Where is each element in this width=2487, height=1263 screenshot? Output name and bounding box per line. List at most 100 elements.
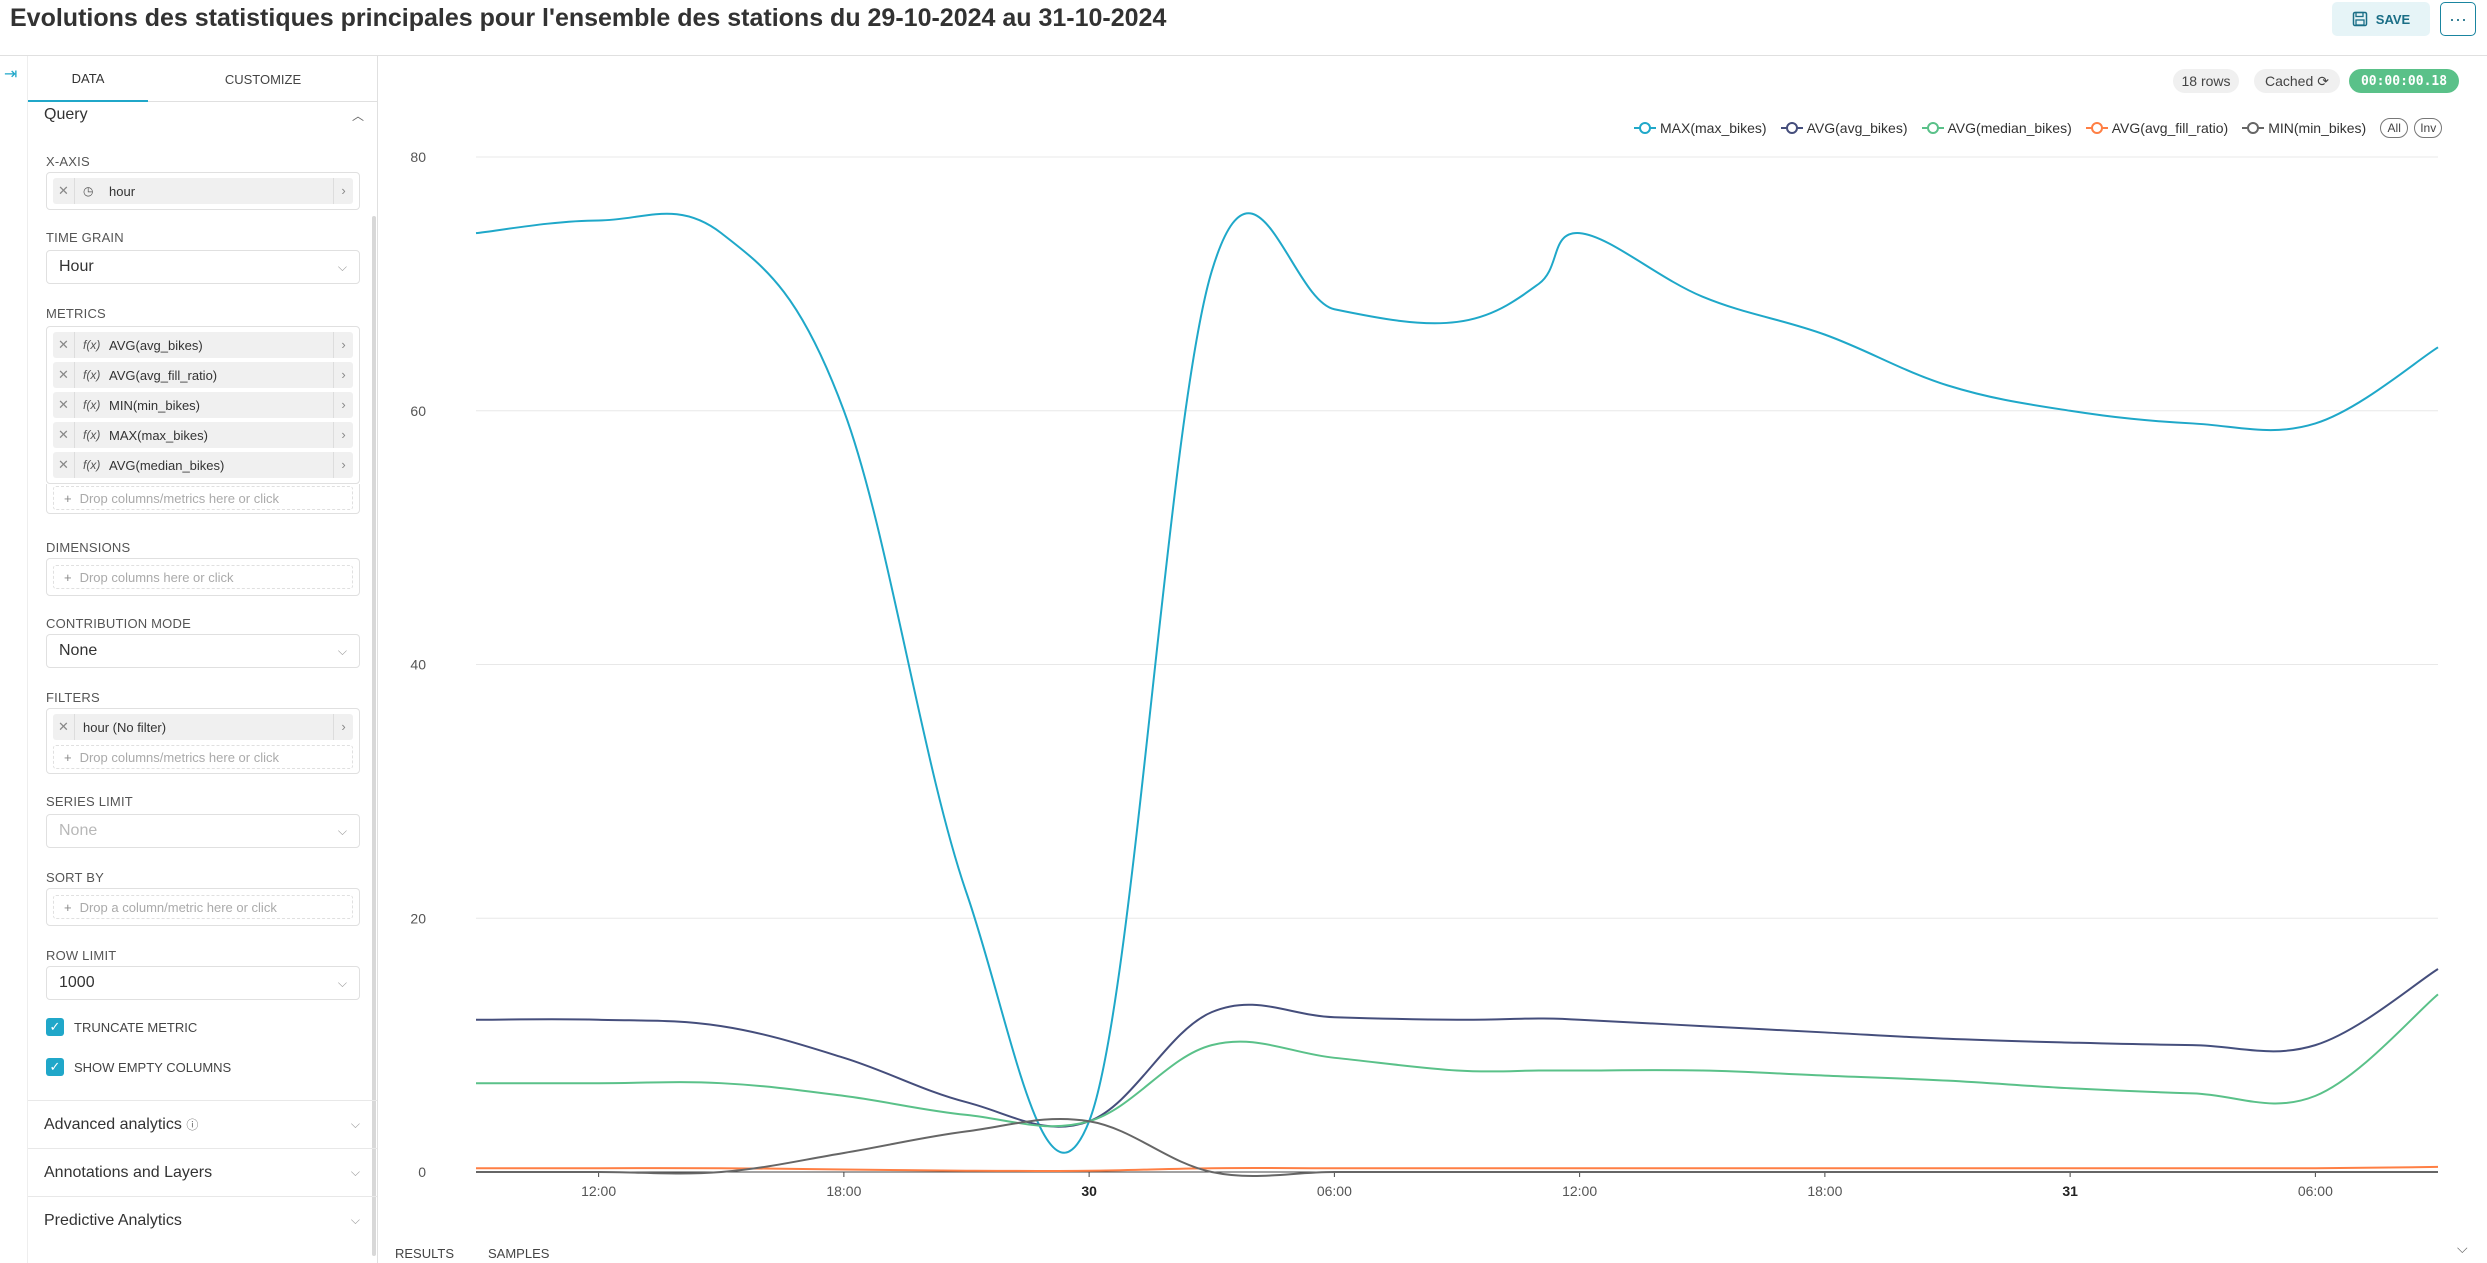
sidebar-scrollbar[interactable] bbox=[372, 216, 376, 1256]
chart-title: Evolutions des statistiques principales … bbox=[10, 4, 1167, 32]
y-tick-label: 80 bbox=[410, 149, 426, 165]
metrics-control: ✕ f(x) AVG(avg_bikes) › ✕ f(x) AVG(avg_f… bbox=[46, 326, 360, 484]
contribution-mode-select[interactable]: None ⌵ bbox=[46, 634, 360, 668]
chevron-down-icon: ⌵ bbox=[350, 1117, 360, 1131]
x-axis-value: hour bbox=[109, 183, 136, 199]
series-limit-select[interactable]: None ⌵ bbox=[46, 814, 360, 848]
metric-pill[interactable]: ✕ f(x) AVG(median_bikes) › bbox=[53, 452, 353, 478]
time-grain-label: TIME GRAIN bbox=[46, 230, 124, 245]
checkmark-icon: ✓ bbox=[46, 1058, 64, 1076]
x-axis-control: ✕ ◷ hour › bbox=[46, 172, 360, 210]
plus-icon: + bbox=[64, 749, 72, 765]
chevron-right-icon[interactable]: › bbox=[333, 392, 353, 418]
chevron-right-icon[interactable]: › bbox=[333, 332, 353, 358]
series-limit-label: SERIES LIMIT bbox=[46, 794, 133, 809]
collapse-rail: ⇥ bbox=[0, 56, 28, 1263]
x-tick-label: 31 bbox=[2062, 1183, 2078, 1196]
dimensions-drop-zone[interactable]: + Drop columns here or click bbox=[53, 565, 353, 589]
legend-item-avg-avg-fill-ratio[interactable]: AVG(avg_fill_ratio) bbox=[2085, 120, 2228, 136]
chevron-right-icon[interactable]: › bbox=[333, 714, 353, 740]
refresh-icon[interactable]: ⟳ bbox=[2317, 72, 2329, 89]
chevron-down-icon: ⌵ bbox=[337, 259, 347, 274]
remove-icon[interactable]: ✕ bbox=[53, 178, 75, 204]
tab-customize[interactable]: CUSTOMIZE bbox=[224, 71, 302, 87]
y-tick-label: 0 bbox=[418, 1164, 426, 1180]
collapse-sidebar-icon[interactable]: ⇥ bbox=[4, 66, 18, 83]
chevron-right-icon[interactable]: › bbox=[333, 178, 353, 204]
function-icon: f(x) bbox=[83, 338, 101, 352]
metric-pill[interactable]: ✕ f(x) AVG(avg_fill_ratio) › bbox=[53, 362, 353, 388]
checkmark-icon: ✓ bbox=[46, 1018, 64, 1036]
remove-icon[interactable]: ✕ bbox=[53, 392, 75, 418]
legend-invert-button[interactable]: Inv bbox=[2414, 118, 2443, 138]
legend-marker-icon bbox=[1921, 121, 1944, 135]
chart-legend: MAX(max_bikes) AVG(avg_bikes) AVG(median… bbox=[1634, 117, 2443, 139]
legend-select-all-button[interactable]: All bbox=[2380, 118, 2409, 138]
metric-name: AVG(avg_bikes) bbox=[109, 337, 203, 353]
filter-value: hour (No filter) bbox=[83, 719, 167, 735]
legend-item-avg-median-bikes[interactable]: AVG(median_bikes) bbox=[1921, 120, 2072, 136]
x-tick-label: 30 bbox=[1081, 1183, 1097, 1196]
contribution-mode-value: None bbox=[59, 642, 98, 659]
save-button[interactable]: SAVE bbox=[2332, 2, 2430, 36]
chevron-right-icon[interactable]: › bbox=[333, 422, 353, 448]
annotations-layers-section[interactable]: Annotations and Layers ⌵ bbox=[28, 1148, 377, 1196]
legend-item-avg-avg-bikes[interactable]: AVG(avg_bikes) bbox=[1780, 120, 1908, 136]
cached-label: Cached bbox=[2265, 73, 2314, 89]
results-tabs: RESULTS SAMPLES bbox=[395, 1246, 549, 1261]
more-options-button[interactable]: ··· bbox=[2440, 2, 2476, 36]
predictive-analytics-section[interactable]: Predictive Analytics ⌵ bbox=[28, 1196, 377, 1244]
x-tick-label: 12:00 bbox=[1562, 1183, 1597, 1196]
metric-pill[interactable]: ✕ f(x) MIN(min_bikes) › bbox=[53, 392, 353, 418]
metrics-drop-zone[interactable]: + Drop columns/metrics here or click bbox=[53, 486, 353, 510]
tab-data[interactable]: DATA bbox=[28, 56, 148, 102]
query-timer-badge: 00:00:00.18 bbox=[2349, 69, 2459, 93]
truncate-metric-checkbox[interactable]: ✓ TRUNCATE METRIC bbox=[46, 1018, 197, 1036]
contribution-mode-label: CONTRIBUTION MODE bbox=[46, 616, 191, 631]
info-icon: ⓘ bbox=[186, 1117, 199, 1132]
chevron-down-icon: ⌵ bbox=[350, 1165, 360, 1179]
remove-icon[interactable]: ✕ bbox=[53, 422, 75, 448]
clock-icon: ◷ bbox=[83, 184, 94, 198]
chevron-down-icon: ⌵ bbox=[337, 975, 347, 990]
query-section-toggle[interactable]: Query ︿ bbox=[44, 106, 364, 124]
header-bar: Evolutions des statistiques principales … bbox=[0, 0, 2487, 56]
chevron-right-icon[interactable]: › bbox=[333, 362, 353, 388]
remove-icon[interactable]: ✕ bbox=[53, 714, 75, 740]
cached-badge[interactable]: Cached ⟳ bbox=[2254, 69, 2340, 93]
x-tick-label: 12:00 bbox=[581, 1183, 616, 1196]
function-icon: f(x) bbox=[83, 398, 101, 412]
filters-drop-zone[interactable]: + Drop columns/metrics here or click bbox=[53, 745, 353, 769]
control-panel: DATA CUSTOMIZE Query ︿ X-AXIS ✕ ◷ hour ›… bbox=[28, 56, 378, 1263]
floppy-disk-icon bbox=[2352, 11, 2368, 27]
tab-samples[interactable]: SAMPLES bbox=[488, 1246, 550, 1261]
sort-by-drop-zone[interactable]: + Drop a column/metric here or click bbox=[53, 895, 353, 919]
filter-pill[interactable]: ✕ hour (No filter) › bbox=[53, 714, 353, 740]
advanced-analytics-label: Advanced analytics bbox=[44, 1115, 182, 1133]
dimensions-control: + Drop columns here or click bbox=[46, 558, 360, 596]
advanced-analytics-title: Advanced analytics ⓘ bbox=[44, 1116, 198, 1134]
advanced-analytics-section[interactable]: Advanced analytics ⓘ ⌵ bbox=[28, 1100, 377, 1148]
tab-results[interactable]: RESULTS bbox=[395, 1246, 454, 1261]
function-icon: f(x) bbox=[83, 368, 101, 382]
x-axis-pill[interactable]: ✕ ◷ hour › bbox=[53, 178, 353, 204]
dimensions-drop-text: Drop columns here or click bbox=[79, 569, 234, 585]
metric-pill[interactable]: ✕ f(x) AVG(avg_bikes) › bbox=[53, 332, 353, 358]
filters-label: FILTERS bbox=[46, 690, 100, 705]
remove-icon[interactable]: ✕ bbox=[53, 362, 75, 388]
show-empty-columns-checkbox[interactable]: ✓ SHOW EMPTY COLUMNS bbox=[46, 1058, 231, 1076]
remove-icon[interactable]: ✕ bbox=[53, 452, 75, 478]
metric-name: AVG(avg_fill_ratio) bbox=[109, 367, 218, 383]
row-limit-select[interactable]: 1000 ⌵ bbox=[46, 966, 360, 1000]
chevron-down-icon[interactable]: ⌵ bbox=[2457, 1240, 2468, 1256]
row-limit-label: ROW LIMIT bbox=[46, 948, 117, 963]
series-line-avg-avg-fill-ratio bbox=[476, 1165, 2439, 1172]
sort-by-label: SORT BY bbox=[46, 870, 104, 885]
sort-by-drop-text: Drop a column/metric here or click bbox=[79, 899, 277, 915]
time-grain-select[interactable]: Hour ⌵ bbox=[46, 250, 360, 284]
legend-item-min-min-bikes[interactable]: MIN(min_bikes) bbox=[2242, 120, 2366, 136]
chevron-right-icon[interactable]: › bbox=[333, 452, 353, 478]
legend-item-max-max-bikes[interactable]: MAX(max_bikes) bbox=[1634, 120, 1767, 136]
metric-pill[interactable]: ✕ f(x) MAX(max_bikes) › bbox=[53, 422, 353, 448]
remove-icon[interactable]: ✕ bbox=[53, 332, 75, 358]
